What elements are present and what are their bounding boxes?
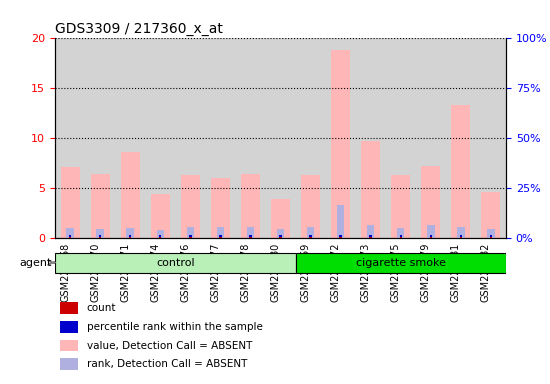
- Bar: [205, 38, 235, 238]
- Bar: [175, 38, 205, 238]
- FancyBboxPatch shape: [295, 253, 506, 273]
- Bar: [487, 229, 494, 238]
- Bar: [476, 38, 506, 238]
- Text: GDS3309 / 217360_x_at: GDS3309 / 217360_x_at: [55, 22, 223, 36]
- Bar: [277, 229, 284, 238]
- Bar: [339, 237, 342, 238]
- Bar: [399, 235, 402, 237]
- Bar: [481, 192, 500, 238]
- Bar: [59, 339, 78, 351]
- Bar: [219, 235, 222, 237]
- Bar: [249, 235, 252, 237]
- Bar: [99, 237, 101, 238]
- Bar: [217, 227, 224, 238]
- Text: control: control: [156, 258, 195, 268]
- Bar: [247, 227, 254, 238]
- Bar: [181, 175, 200, 238]
- Bar: [331, 50, 350, 238]
- Bar: [235, 38, 266, 238]
- Bar: [129, 235, 131, 237]
- Bar: [55, 38, 85, 238]
- Bar: [120, 152, 140, 238]
- Bar: [301, 175, 320, 238]
- Bar: [69, 237, 72, 238]
- Bar: [60, 167, 80, 238]
- Bar: [99, 235, 101, 237]
- Bar: [339, 235, 342, 237]
- Bar: [460, 237, 462, 238]
- Bar: [159, 235, 162, 237]
- Bar: [59, 303, 78, 314]
- Bar: [452, 105, 470, 238]
- Bar: [85, 38, 115, 238]
- Text: count: count: [86, 303, 116, 313]
- Bar: [427, 225, 435, 238]
- Bar: [159, 237, 162, 238]
- Bar: [279, 237, 282, 238]
- Bar: [356, 38, 386, 238]
- Bar: [91, 174, 109, 238]
- Bar: [126, 228, 134, 238]
- Text: rank, Detection Call = ABSENT: rank, Detection Call = ABSENT: [86, 359, 247, 369]
- Bar: [370, 235, 372, 237]
- Bar: [386, 38, 416, 238]
- Bar: [186, 227, 194, 238]
- Text: cigarette smoke: cigarette smoke: [356, 258, 446, 268]
- Bar: [457, 227, 465, 238]
- Bar: [399, 237, 402, 238]
- Bar: [241, 174, 260, 238]
- FancyBboxPatch shape: [55, 253, 295, 273]
- Bar: [249, 237, 252, 238]
- Bar: [391, 175, 410, 238]
- Bar: [490, 235, 492, 237]
- Bar: [295, 38, 326, 238]
- Bar: [96, 229, 104, 238]
- Bar: [219, 237, 222, 238]
- Bar: [211, 178, 230, 238]
- Bar: [59, 321, 78, 333]
- Bar: [416, 38, 446, 238]
- Bar: [307, 227, 314, 238]
- Bar: [115, 38, 145, 238]
- Text: value, Detection Call = ABSENT: value, Detection Call = ABSENT: [86, 341, 252, 351]
- Bar: [309, 235, 312, 237]
- Bar: [446, 38, 476, 238]
- Bar: [421, 166, 441, 238]
- Bar: [271, 199, 290, 238]
- Bar: [430, 237, 432, 238]
- Bar: [490, 237, 492, 238]
- Bar: [370, 237, 372, 238]
- Bar: [397, 228, 404, 238]
- Bar: [157, 230, 164, 238]
- Bar: [279, 235, 282, 237]
- Bar: [69, 235, 72, 237]
- Bar: [309, 237, 312, 238]
- Bar: [337, 205, 344, 238]
- Bar: [145, 38, 175, 238]
- Bar: [59, 358, 78, 370]
- Bar: [361, 141, 380, 238]
- Bar: [430, 235, 432, 237]
- Bar: [460, 235, 462, 237]
- Bar: [367, 225, 375, 238]
- Text: agent: agent: [19, 258, 54, 268]
- Bar: [266, 38, 295, 238]
- Bar: [189, 235, 191, 237]
- Text: percentile rank within the sample: percentile rank within the sample: [86, 322, 262, 332]
- Bar: [67, 228, 74, 238]
- Bar: [189, 237, 191, 238]
- Bar: [151, 194, 170, 238]
- Bar: [129, 237, 131, 238]
- Bar: [326, 38, 356, 238]
